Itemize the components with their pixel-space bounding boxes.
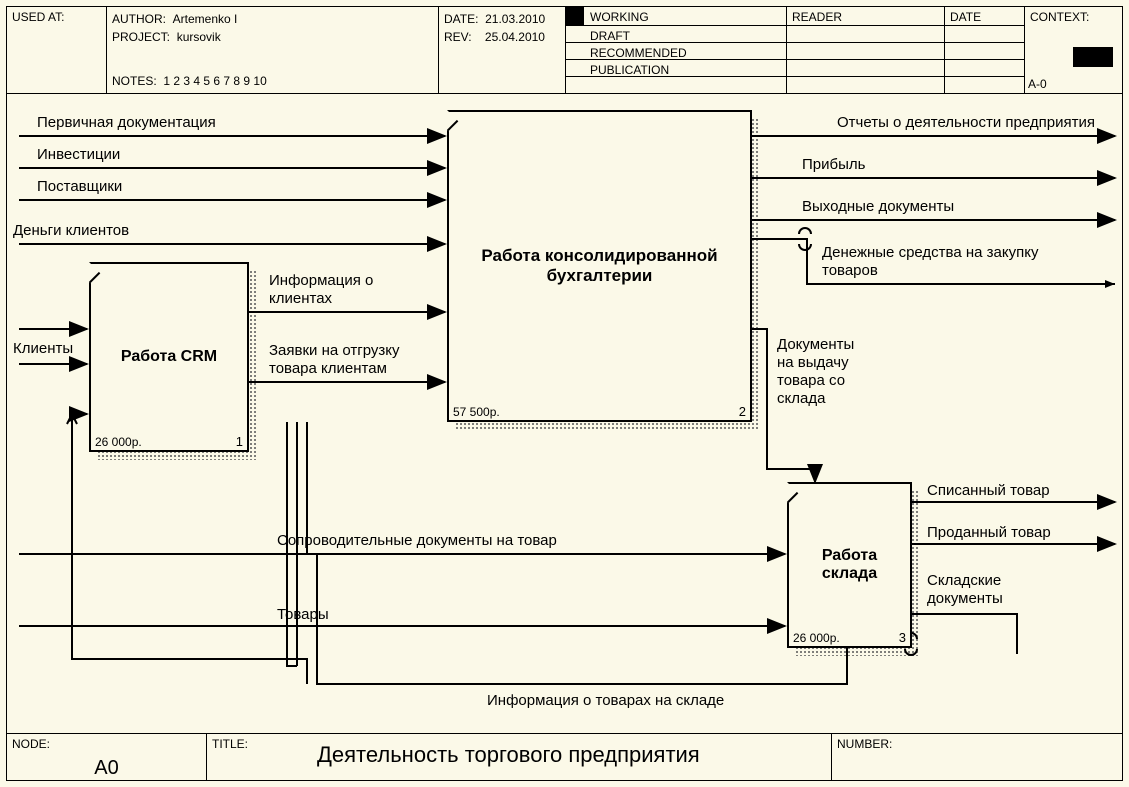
ftr-title: TITLE: Деятельность торгового предприяти… [207, 733, 832, 780]
lbl-invest: Инвестиции [37, 146, 120, 163]
lbl-goods: Товары [277, 606, 329, 623]
lbl-reports: Отчеты о деятельности предприятия [837, 114, 1095, 131]
lbl-wh2: документы [927, 590, 1003, 607]
lbl-sold: Проданный товар [927, 524, 1051, 541]
lbl-d2: на выдачу [777, 354, 849, 371]
hdr-working: WORKING [566, 7, 787, 26]
lbl-primdoc: Первичная документация [37, 114, 216, 131]
lbl-suppliers: Поставщики [37, 178, 122, 195]
lbl-clients: Клиенты [13, 340, 73, 357]
lbl-accomp: Сопроводительные документы на товар [277, 532, 557, 549]
idef0-frame: USED AT: AUTHOR: Artemenko I PROJECT: ku… [0, 0, 1129, 787]
box-accounting: Работа консолидированной бухгалтерии 57 … [447, 110, 752, 422]
used-at-label: USED AT: [12, 10, 64, 24]
lbl-whinfo: Информация о товарах на складе [487, 692, 724, 709]
lbl-req1: Заявки на отгрузку [269, 342, 400, 359]
lbl-d4: склада [777, 390, 825, 407]
hdr-context: CONTEXT: A-0 [1025, 7, 1122, 94]
lbl-req2: товара клиентам [269, 360, 387, 377]
box-crm: Работа CRM 26 000р. 1 [89, 262, 249, 452]
hdr-blank [566, 77, 787, 94]
lbl-outdocs: Выходные документы [802, 198, 954, 215]
lbl-cash2: товаров [822, 262, 878, 279]
lbl-wh1: Складские [927, 572, 1001, 589]
ftr-node: NODE: A0 [7, 733, 207, 780]
context-block [1073, 47, 1113, 67]
lbl-cash1: Денежные средства на закупку [822, 244, 1038, 261]
hdr-used-at: USED AT: [7, 7, 107, 94]
lbl-d3: товара со [777, 372, 845, 389]
hdr-author-project: AUTHOR: Artemenko I PROJECT: kursovik NO… [107, 7, 439, 94]
box-warehouse: Работа склада 26 000р. 3 [787, 482, 912, 648]
hdr-draft: DRAFT [566, 26, 787, 43]
lbl-info1: Информация о [269, 272, 373, 289]
ftr-number: NUMBER: [832, 733, 1122, 780]
hdr-reader-date: DATE [945, 7, 1025, 26]
lbl-profit: Прибыль [802, 156, 865, 173]
lbl-info2: клиентах [269, 290, 332, 307]
hdr-recommended: RECOMMENDED [566, 43, 787, 60]
hdr-date-rev: DATE: 21.03.2010 REV: 25.04.2010 [439, 7, 566, 94]
lbl-d1: Документы [777, 336, 854, 353]
diagram-canvas: Работа CRM 26 000р. 1 Работа консолидиро… [7, 94, 1122, 734]
lbl-money: Деньги клиентов [13, 222, 129, 239]
hdr-reader: READER [787, 7, 945, 26]
lbl-writeoff: Списанный товар [927, 482, 1050, 499]
hdr-publication: PUBLICATION [566, 60, 787, 77]
